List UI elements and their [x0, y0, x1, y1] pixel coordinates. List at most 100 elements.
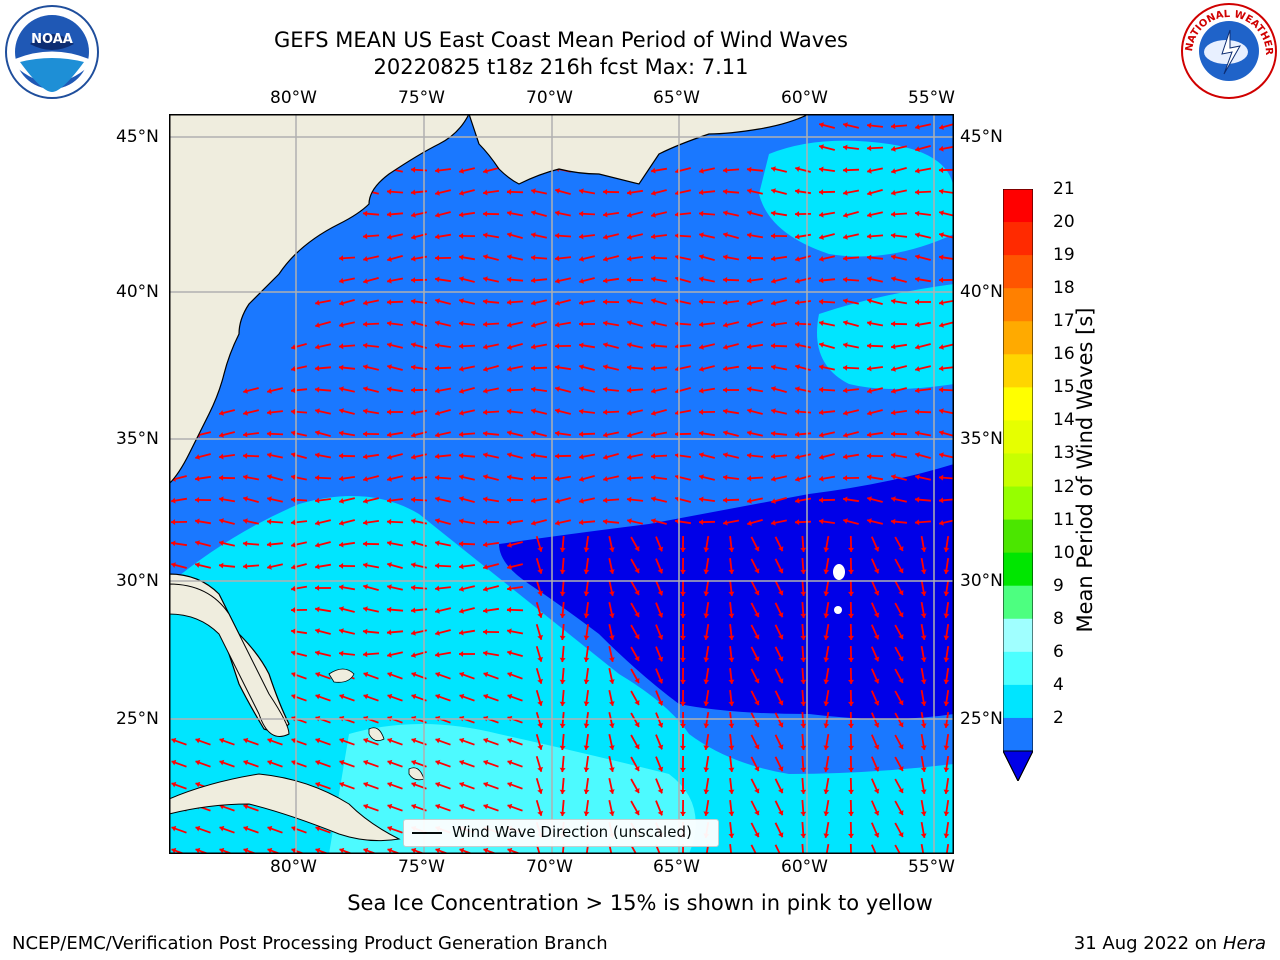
wave-arrow-head	[507, 759, 513, 766]
wave-arrow-head	[657, 766, 664, 772]
wave-arrow-head	[800, 569, 807, 574]
colorbar-tick-label: 8	[1053, 608, 1064, 629]
wave-arrow-head	[771, 498, 776, 504]
wave-arrow-head	[315, 430, 320, 436]
wave-arrow-head	[195, 518, 200, 525]
wave-arrow-head	[723, 387, 728, 393]
wave-arrow-head	[363, 278, 368, 284]
wave-arrow-head	[747, 322, 752, 328]
wave-arrow-head	[867, 145, 872, 152]
wave-arrow-head	[680, 767, 686, 772]
wave-arrow-head	[411, 189, 416, 196]
wave-arrow-head	[219, 518, 224, 524]
wave-arrow-head	[559, 811, 566, 816]
wave-arrow-head	[411, 562, 416, 568]
wave-arrow-head	[703, 811, 710, 816]
wave-arrow-head	[603, 189, 608, 195]
wave-arrow-head	[943, 811, 950, 816]
wave-arrow-head	[843, 496, 848, 503]
wave-arrow-head	[778, 656, 784, 662]
wave-arrow-head	[483, 474, 488, 480]
wave-arrow-head	[435, 737, 441, 744]
wave-arrow-head	[559, 569, 566, 574]
wave-arrow-head	[363, 476, 368, 482]
wave-arrow-head	[657, 744, 664, 750]
wave-arrow-head	[920, 679, 927, 684]
wave-arrow-head	[339, 520, 344, 526]
wave-arrow-head	[747, 188, 752, 194]
wave-arrow-head	[823, 745, 830, 750]
wave-arrow	[920, 843, 925, 854]
wave-arrow-head	[723, 210, 728, 216]
wave-arrow-head	[609, 657, 615, 662]
wave-arrow-head	[634, 546, 640, 551]
wave-arrow-head	[291, 387, 296, 394]
wave-arrow-head	[873, 546, 880, 552]
wave-arrow-head	[754, 678, 760, 684]
wave-arrow-head	[195, 454, 200, 460]
wave-arrow-head	[537, 810, 543, 816]
wave-arrow-head	[459, 343, 464, 350]
wave-arrow-head	[699, 452, 704, 458]
wave-arrow-head	[435, 693, 441, 700]
wave-arrow-head	[939, 386, 944, 393]
wave-arrow-head	[634, 766, 640, 771]
wave-arrow-head	[195, 781, 201, 788]
wave-arrow-head	[507, 542, 512, 548]
wave-arrow-head	[843, 432, 848, 438]
wave-arrow-head	[411, 454, 416, 460]
wave-arrow-head	[873, 612, 880, 618]
wave-arrow-head	[537, 744, 543, 750]
wave-arrow-head	[939, 299, 944, 306]
wave-arrow-head	[634, 656, 640, 661]
wave-arrow-head	[363, 540, 368, 547]
wave-arrow-head	[507, 254, 512, 260]
wave-zone-low-east	[499, 464, 954, 719]
wave-arrow-head	[583, 767, 590, 772]
wave-arrow-head	[800, 723, 807, 728]
wave-arrow-head	[867, 320, 872, 327]
wave-arrow-head	[747, 210, 752, 216]
wave-arrow-head	[898, 634, 904, 639]
colorbar-segment	[1003, 354, 1033, 388]
wave-arrow-head	[634, 722, 640, 727]
colorbar-segment	[1003, 519, 1033, 554]
wave-arrow-head	[507, 387, 512, 394]
wave-arrow-head	[843, 212, 848, 218]
wave-arrow-head	[387, 693, 393, 700]
wave-arrow-head	[867, 496, 872, 502]
wave-arrow-head	[873, 656, 880, 662]
wave-arrow-head	[459, 518, 464, 525]
wave-arrow-head	[848, 833, 854, 838]
wave-arrow-head	[435, 167, 440, 174]
wave-arrow-head	[267, 430, 272, 437]
wave-arrow-head	[435, 651, 440, 658]
wave-arrow-head	[898, 766, 904, 771]
wave-arrow-head	[291, 344, 296, 350]
wave-arrow-head	[939, 322, 944, 328]
wave-arrow-head	[627, 409, 632, 416]
wave-arrow	[945, 843, 950, 854]
wave-arrow-head	[728, 789, 735, 794]
wave-arrow-head	[867, 122, 872, 129]
wave-arrow-head	[339, 386, 344, 392]
wave-arrow-head	[507, 737, 513, 744]
wave-arrow-head	[267, 564, 272, 570]
wave-arrow-head	[699, 519, 704, 525]
wave-arrow-head	[728, 701, 735, 706]
wave-arrow-head	[898, 700, 904, 705]
wave-arrow-head	[555, 321, 560, 328]
wave-arrow-head	[778, 722, 784, 728]
wave-arrow-head	[339, 541, 344, 548]
wave-arrow-head	[583, 723, 590, 728]
wave-arrow-head	[387, 256, 392, 262]
wave-arrow-head	[363, 386, 368, 392]
wave-arrow-head	[171, 825, 177, 832]
wave-arrow-head	[634, 568, 640, 573]
wave-arrow-head	[537, 612, 543, 618]
colorbar-segment	[1003, 453, 1033, 488]
wave-arrow-head	[939, 145, 944, 152]
wave-arrow-head	[411, 342, 416, 348]
wave-arrow-head	[531, 497, 536, 504]
wave-arrow-head	[680, 811, 686, 816]
